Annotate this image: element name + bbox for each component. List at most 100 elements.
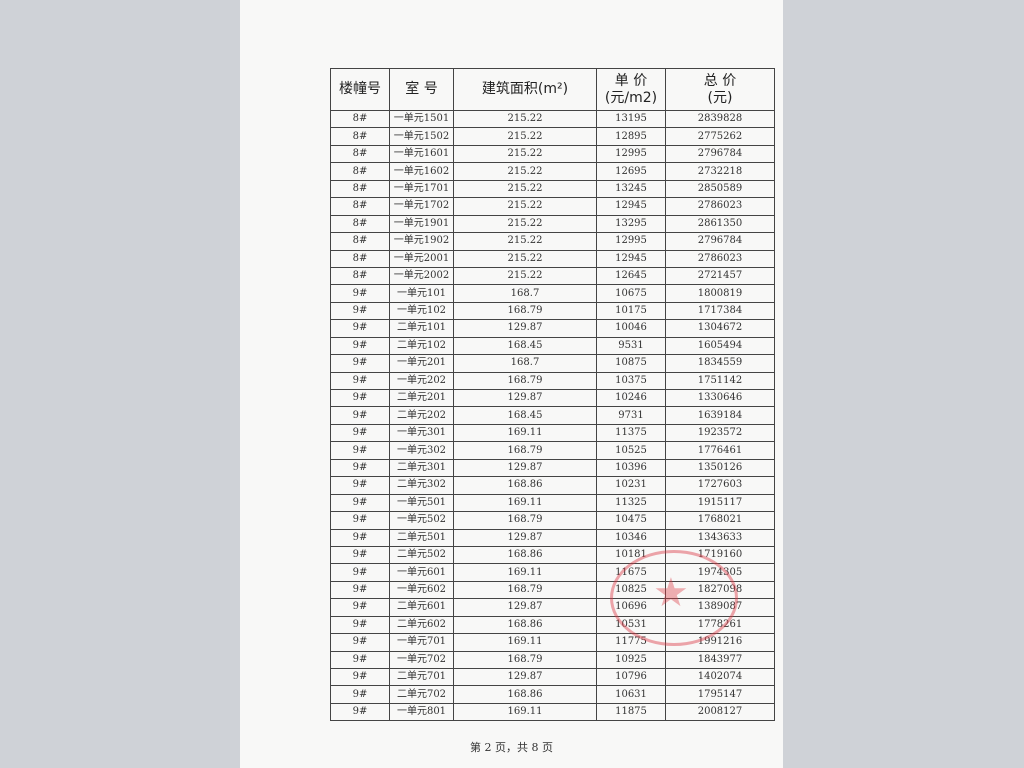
cell-room: 一单元301 — [389, 423, 454, 443]
cell-total-price: 1343633 — [665, 528, 775, 547]
table-row: 9# 一单元501 169.11 11325 1915117 — [330, 493, 775, 513]
cell-building: 8# — [330, 144, 390, 164]
cell-building: 9# — [330, 580, 390, 600]
cell-room: 一单元1902 — [389, 232, 454, 251]
cell-area: 168.79 — [453, 580, 597, 600]
table-row: 9# 一单元701 169.11 11775 1991216 — [330, 633, 775, 652]
cell-total-price: 1389087 — [665, 598, 775, 617]
header-unit: (元/m2) — [604, 89, 658, 106]
cell-total-price: 1834559 — [665, 354, 775, 373]
cell-area: 169.11 — [453, 563, 597, 582]
header-line: 单 价 — [614, 72, 648, 89]
cell-building: 9# — [330, 598, 390, 617]
cell-total-price: 1605494 — [665, 336, 775, 356]
cell-unit-price: 12945 — [596, 197, 666, 216]
table-row: 9# 一单元602 168.79 10825 1827098 — [330, 580, 775, 600]
cell-area: 168.45 — [453, 336, 597, 356]
header-line: 楼幢号 — [339, 81, 381, 97]
cell-room: 一单元702 — [389, 650, 454, 670]
cell-room: 二单元602 — [389, 615, 454, 635]
cell-unit-price: 10475 — [596, 511, 666, 530]
cell-building: 9# — [330, 685, 390, 704]
cell-area: 168.86 — [453, 685, 597, 704]
cell-room: 一单元701 — [389, 633, 454, 652]
cell-unit-price: 10925 — [596, 650, 666, 670]
cell-total-price: 1330646 — [665, 388, 775, 408]
cell-total-price: 2732218 — [665, 162, 775, 181]
cell-unit-price: 10231 — [596, 476, 666, 495]
cell-building: 9# — [330, 301, 390, 321]
cell-room: 一单元1602 — [389, 162, 454, 181]
table-row: 8# 一单元1702 215.22 12945 2786023 — [330, 197, 775, 216]
cell-total-price: 1974305 — [665, 563, 775, 582]
cell-total-price: 1776461 — [665, 441, 775, 460]
cell-total-price: 2796784 — [665, 144, 775, 164]
cell-area: 215.22 — [453, 214, 597, 234]
cell-building: 9# — [330, 336, 390, 356]
cell-room: 一单元1702 — [389, 197, 454, 216]
cell-area: 169.11 — [453, 493, 597, 513]
cell-room: 二单元202 — [389, 406, 454, 425]
cell-unit-price: 11875 — [596, 702, 666, 722]
cell-unit-price: 13295 — [596, 214, 666, 234]
table-row: 9# 二单元301 129.87 10396 1350126 — [330, 458, 775, 478]
cell-building: 9# — [330, 702, 390, 722]
table-row: 8# 一单元2002 215.22 12645 2721457 — [330, 266, 775, 286]
cell-area: 168.79 — [453, 650, 597, 670]
table-row: 9# 一单元102 168.79 10175 1717384 — [330, 301, 775, 321]
table-row: 8# 一单元1501 215.22 13195 2839828 — [330, 109, 775, 129]
cell-unit-price: 10525 — [596, 441, 666, 460]
cell-area: 168.79 — [453, 511, 597, 530]
table-row: 9# 一单元202 168.79 10375 1751142 — [330, 371, 775, 391]
cell-area: 168.86 — [453, 615, 597, 635]
cell-building: 9# — [330, 441, 390, 460]
cell-total-price: 1350126 — [665, 458, 775, 478]
cell-total-price: 1843977 — [665, 650, 775, 670]
header-line: 总 价 — [703, 72, 737, 89]
cell-area: 215.22 — [453, 197, 597, 216]
header-line: 室 号 — [405, 81, 438, 97]
table-row: 9# 一单元601 169.11 11675 1974305 — [330, 563, 775, 582]
cell-total-price: 2786023 — [665, 249, 775, 268]
cell-unit-price: 9531 — [596, 336, 666, 356]
cell-unit-price: 10825 — [596, 580, 666, 600]
cell-room: 二单元501 — [389, 528, 454, 547]
cell-building: 9# — [330, 423, 390, 443]
table-row: 9# 一单元101 168.7 10675 1800819 — [330, 284, 775, 303]
cell-total-price: 1727603 — [665, 476, 775, 495]
table-row: 9# 二单元702 168.86 10631 1795147 — [330, 685, 775, 704]
cell-total-price: 2796784 — [665, 232, 775, 251]
cell-unit-price: 10396 — [596, 458, 666, 478]
cell-room: 一单元2001 — [389, 249, 454, 268]
cell-unit-price: 11675 — [596, 563, 666, 582]
cell-unit-price: 10346 — [596, 528, 666, 547]
cell-room: 一单元302 — [389, 441, 454, 460]
cell-unit-price: 12895 — [596, 127, 666, 146]
table-row: 8# 一单元1701 215.22 13245 2850589 — [330, 179, 775, 199]
table-row: 8# 一单元1902 215.22 12995 2796784 — [330, 232, 775, 251]
cell-building: 8# — [330, 109, 390, 129]
cell-room: 二单元102 — [389, 336, 454, 356]
cell-room: 二单元502 — [389, 545, 454, 565]
table-row: 9# 一单元502 168.79 10475 1768021 — [330, 511, 775, 530]
column-header-total-price: 总 价 (元) — [665, 68, 775, 111]
cell-building: 9# — [330, 667, 390, 687]
table-row: 9# 二单元202 168.45 9731 1639184 — [330, 406, 775, 425]
cell-total-price: 1795147 — [665, 685, 775, 704]
cell-building: 8# — [330, 266, 390, 286]
table-row: 8# 一单元1602 215.22 12695 2732218 — [330, 162, 775, 181]
cell-area: 215.22 — [453, 144, 597, 164]
cell-total-price: 2008127 — [665, 702, 775, 722]
cell-area: 168.79 — [453, 441, 597, 460]
cell-building: 8# — [330, 127, 390, 146]
table-row: 8# 一单元1601 215.22 12995 2796784 — [330, 144, 775, 164]
cell-building: 8# — [330, 249, 390, 268]
cell-unit-price: 10181 — [596, 545, 666, 565]
cell-room: 二单元302 — [389, 476, 454, 495]
cell-area: 168.79 — [453, 371, 597, 391]
cell-area: 215.22 — [453, 127, 597, 146]
cell-unit-price: 9731 — [596, 406, 666, 425]
cell-total-price: 2786023 — [665, 197, 775, 216]
cell-building: 9# — [330, 633, 390, 652]
cell-building: 9# — [330, 458, 390, 478]
